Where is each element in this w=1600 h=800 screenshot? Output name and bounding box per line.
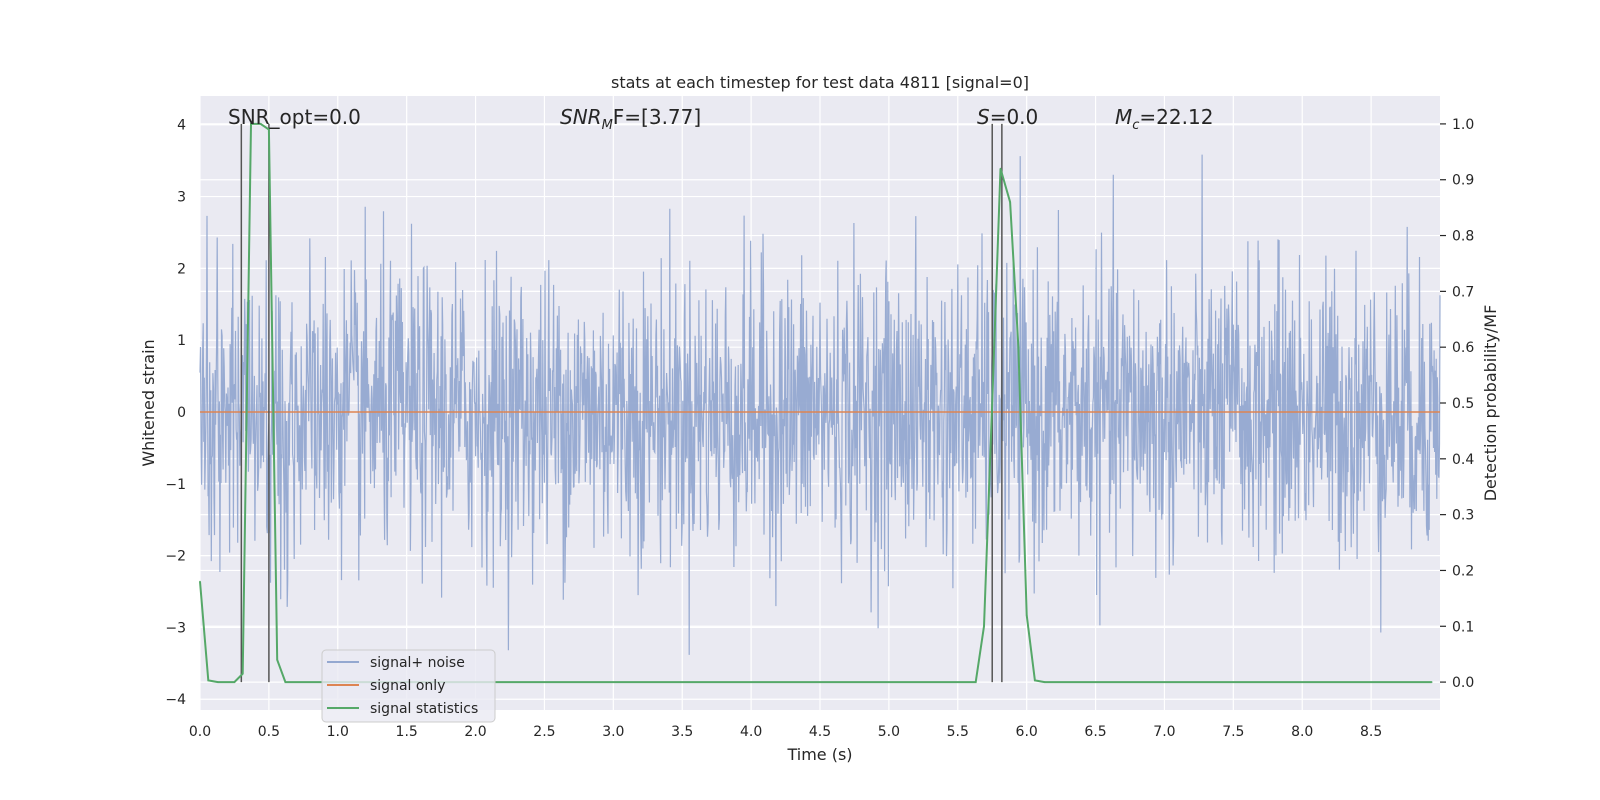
signal-plus-noise-series [199, 154, 1441, 655]
x-tick-label: 6.0 [1016, 724, 1038, 740]
x-tick-label: 5.0 [878, 724, 900, 740]
signal-statistics-point [1043, 681, 1046, 683]
annotation-mc-sub: c [1132, 118, 1139, 133]
y2-tick-label: 0.1 [1452, 619, 1474, 635]
x-axis-label: Time (s) [786, 745, 852, 764]
y2-tick-label: 0.7 [1452, 284, 1474, 300]
y-tick-label: −4 [165, 692, 186, 708]
x-tick-label: 4.0 [740, 724, 762, 740]
x-tick-label: 7.0 [1153, 724, 1175, 740]
legend-frame [321, 649, 496, 723]
annotation-snr-mf: SNRMF=[3.77] [560, 105, 701, 133]
x-tick-label: 0.5 [258, 724, 280, 740]
y-tick-label: −3 [165, 620, 186, 636]
x-tick-label: 4.5 [809, 724, 831, 740]
signal-statistics-point [1034, 679, 1036, 682]
y-tick-label: 2 [177, 261, 186, 277]
annotation-mc: Mc=22.12 [1115, 105, 1213, 133]
signal-statistics-point [999, 167, 1002, 170]
signal-statistics-point [1009, 201, 1011, 203]
legend-label-signal-plus-noise: signal+ noise [370, 655, 465, 671]
legend-label-signal-only: signal only [370, 678, 445, 694]
y2-tick-label: 0.9 [1452, 173, 1474, 189]
annotation-snr-mf-sub: M [602, 118, 613, 133]
vertical-markers [240, 123, 1003, 683]
y-tick-label: −2 [165, 549, 186, 565]
annotation-snr-mf-rest: F=[3.77] [613, 105, 701, 129]
annotation-mc-rest: =22.12 [1139, 105, 1213, 129]
y2-tick-label: 0.2 [1452, 563, 1474, 579]
x-tick-label: 2.0 [464, 724, 486, 740]
x-tick-label: 1.5 [396, 724, 418, 740]
y-tick-label: 3 [177, 190, 186, 206]
annotation-s: S=0.0 [977, 105, 1038, 129]
x-tick-label: 8.5 [1360, 724, 1382, 740]
x-tick-label: 1.0 [327, 724, 349, 740]
y2-tick-label: 0.3 [1452, 508, 1474, 524]
signal-statistics-point [276, 659, 279, 661]
x-tick-label: 3.0 [602, 724, 624, 740]
signal-statistics-point [983, 625, 985, 628]
annotation-snr-mf-main: SNR [560, 105, 602, 129]
axis-ticks: 0.0 0.5 1.0 1.5 2.0 2.5 3.0 3.5 4.0 4.5 5.0 5.5 6.0 6… [165, 117, 1474, 740]
annotation-s-main: S [977, 105, 990, 129]
annotation-snr-opt: SNR_opt=0.0 [228, 105, 361, 129]
chart-title: stats at each timestep for test data 481… [611, 73, 1029, 92]
signal-statistics-point [259, 123, 262, 125]
y-tick-label: −1 [165, 477, 186, 493]
signal-statistics-point [217, 681, 219, 683]
y2-axis-label: Detection probability/MF [1481, 305, 1500, 502]
y2-tick-label: 0.8 [1452, 229, 1474, 245]
signal-statistics-point [207, 679, 210, 682]
y2-tick-label: 0.4 [1452, 452, 1474, 468]
signal-statistics-point [250, 123, 252, 125]
signal-statistics-line [199, 122, 1432, 684]
y2-tick-label: 0.6 [1452, 340, 1474, 356]
x-tick-label: 7.5 [1222, 724, 1244, 740]
annotation-mc-main: M [1115, 105, 1132, 129]
signal-statistics-point [974, 681, 977, 683]
y2-tick-label: 0.5 [1452, 396, 1474, 412]
legend: signal+ noise signal only signal statist… [321, 649, 496, 723]
signal-statistics-point [991, 402, 993, 404]
x-tick-label: 2.5 [533, 724, 555, 740]
y2-tick-label: 1.0 [1452, 117, 1474, 133]
y-tick-label: 0 [177, 405, 186, 421]
signal-statistics-point [284, 681, 287, 683]
y-axis-label: Whitened strain [139, 339, 158, 466]
x-tick-label: 5.5 [947, 724, 969, 740]
y-tick-label: 4 [177, 118, 186, 134]
x-tick-label: 0.0 [189, 724, 211, 740]
x-tick-label: 8.0 [1291, 724, 1313, 740]
signal-statistics-point [1017, 346, 1020, 349]
signal-statistics-series [199, 122, 1433, 684]
signal-statistics-point [268, 128, 270, 131]
signal-statistics-point [1430, 681, 1433, 683]
legend-label-signal-statistics: signal statistics [370, 701, 478, 717]
signal-statistics-point [1025, 614, 1028, 616]
x-tick-label: 3.5 [671, 724, 693, 740]
signal-statistics-point [233, 681, 236, 683]
signal-statistics-point [241, 672, 244, 675]
y-tick-label: 1 [177, 333, 186, 349]
signal-statistics-point [199, 580, 201, 583]
annotation-s-rest: =0.0 [990, 105, 1039, 129]
signal-plus-noise-line [199, 154, 1441, 655]
x-tick-label: 6.5 [1084, 724, 1106, 740]
y2-tick-label: 0.0 [1452, 675, 1474, 691]
